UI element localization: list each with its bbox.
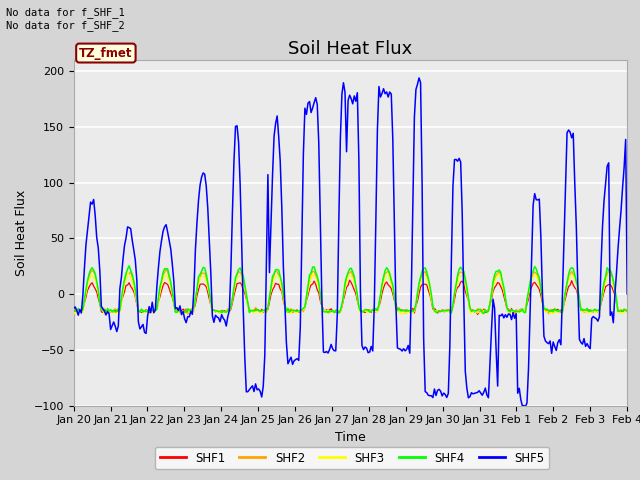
Legend: SHF1, SHF2, SHF3, SHF4, SHF5: SHF1, SHF2, SHF3, SHF4, SHF5 <box>155 447 549 469</box>
X-axis label: Time: Time <box>335 431 366 444</box>
Y-axis label: Soil Heat Flux: Soil Heat Flux <box>15 190 28 276</box>
Text: No data for f_SHF_1
No data for f_SHF_2: No data for f_SHF_1 No data for f_SHF_2 <box>6 7 125 31</box>
Title: Soil Heat Flux: Soil Heat Flux <box>288 40 413 59</box>
Text: TZ_fmet: TZ_fmet <box>79 47 132 60</box>
